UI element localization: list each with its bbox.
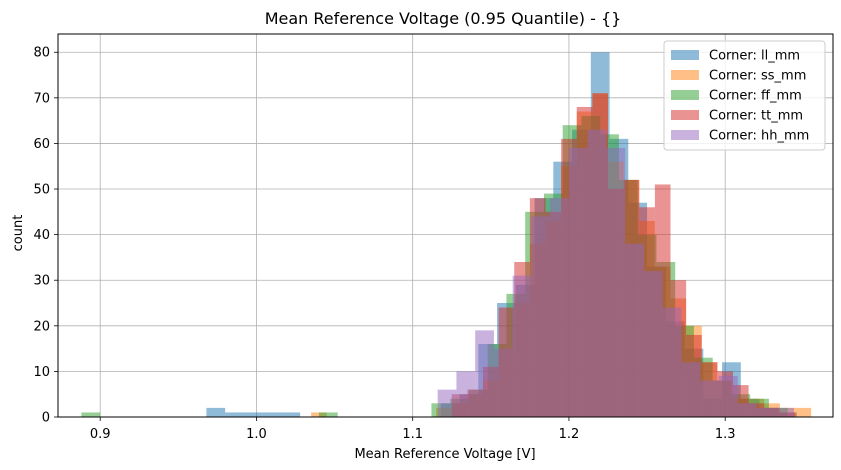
legend-swatch [671, 110, 699, 120]
x-tick-label: 1.3 [715, 427, 736, 442]
histogram-bar [643, 271, 663, 417]
legend-label: Corner: ss_mm [709, 69, 806, 84]
histogram-bar [437, 389, 457, 417]
histogram-bar [456, 371, 476, 417]
histogram-bar [531, 216, 551, 417]
y-tick-label: 30 [33, 274, 50, 289]
x-tick-label: 1.2 [559, 427, 580, 442]
histogram-bar [206, 407, 226, 417]
histogram-bar [606, 147, 626, 417]
series-4 [437, 129, 794, 417]
histogram-bar [775, 407, 794, 417]
histogram-bar [795, 407, 812, 417]
y-tick-label: 40 [33, 228, 50, 243]
plot-frame [57, 33, 834, 418]
histogram-bar [243, 412, 263, 417]
legend-swatch [671, 130, 699, 140]
histogram-bar [318, 412, 338, 417]
histogram-bar [512, 275, 532, 417]
histogram-bar [493, 348, 513, 417]
y-axis-label: count [11, 215, 26, 252]
y-tick-label: 20 [33, 319, 50, 334]
histogram-bar [587, 129, 607, 417]
histogram-bar [475, 330, 494, 417]
histogram-bar [662, 307, 682, 417]
legend-swatch [671, 70, 699, 80]
legend-box [663, 40, 826, 151]
y-tick-label: 0 [42, 411, 50, 426]
x-tick-label: 1.0 [246, 427, 267, 442]
y-tick-label: 60 [33, 137, 50, 152]
x-axis-label: Mean Reference Voltage [V] [354, 447, 535, 462]
legend-label: Corner: hh_mm [709, 129, 809, 144]
x-axis-ticks: 0.9 1.0 1.1 1.2 1.3 [90, 417, 736, 442]
histogram-bar [225, 412, 244, 417]
histogram-bar [718, 375, 738, 417]
legend: Corner: ll_mm Corner: ss_mm Corner: ff_mm C… [663, 40, 826, 151]
histogram-bar [737, 403, 757, 417]
y-tick-label: 70 [33, 91, 50, 106]
x-tick-label: 0.9 [90, 427, 111, 442]
legend-label: Corner: ll_mm [709, 49, 800, 64]
y-tick-label: 50 [33, 183, 50, 198]
legend-label: Corner: tt_mm [709, 109, 803, 124]
histogram-bar [700, 380, 719, 417]
histogram-bar [625, 243, 644, 417]
y-tick-label: 80 [33, 46, 50, 61]
histogram-bar [681, 362, 701, 417]
chart-title: Mean Reference Voltage (0.95 Quantile) -… [265, 9, 622, 28]
histogram-bar [568, 147, 588, 417]
histogram-bar [550, 198, 569, 417]
histogram-bar [81, 412, 101, 417]
legend-label: Corner: ff_mm [709, 89, 802, 104]
histogram-bar [281, 412, 301, 417]
histogram-bar [262, 412, 282, 417]
y-axis-ticks: 0 10 20 30 40 50 60 70 80 [33, 46, 58, 426]
histogram-bar [756, 407, 776, 417]
histogram-bars [81, 52, 812, 418]
x-tick-label: 1.1 [402, 427, 423, 442]
legend-swatch [671, 50, 699, 60]
legend-swatch [671, 90, 699, 100]
y-tick-label: 10 [33, 365, 50, 380]
